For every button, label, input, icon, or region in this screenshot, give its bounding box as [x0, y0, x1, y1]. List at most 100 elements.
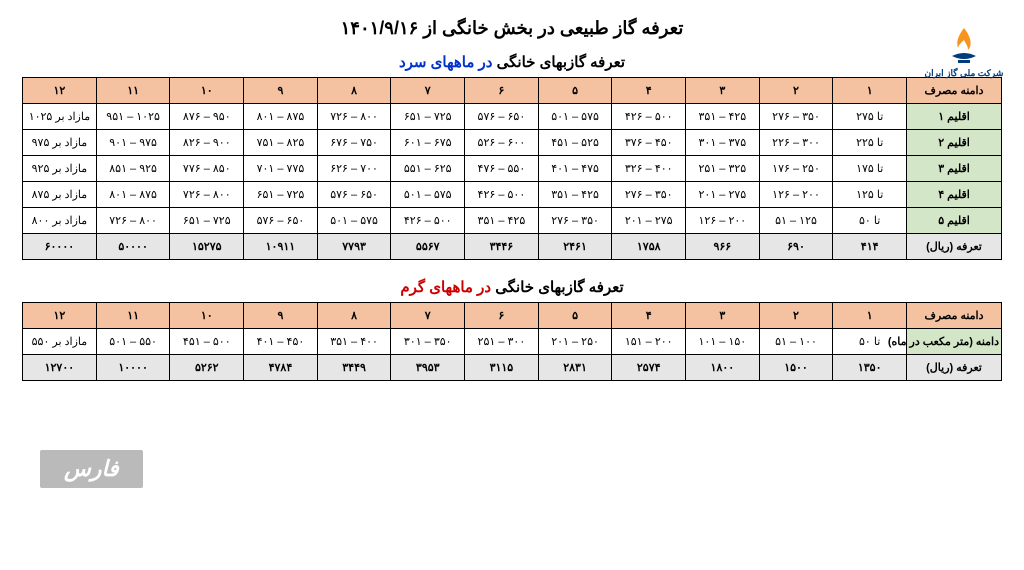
tariff-cell: ۳۹۵۳ — [391, 355, 465, 381]
tariff-cell: ۷۷۹۳ — [317, 234, 391, 260]
tariff-cell: ۱۳۵۰ — [833, 355, 907, 381]
cold-tariff-table: دامنه مصرف۱۲۳۴۵۶۷۸۹۱۰۱۱۱۲اقلیم ۱تا ۲۷۵۳۵… — [22, 77, 1002, 260]
range-cell: ۶۵۰ – ۵۷۶ — [317, 182, 391, 208]
warm-subtitle: تعرفه گازبهای خانگی در ماههای گرم — [0, 278, 1024, 296]
range-cell: ۲۷۵ – ۲۰۱ — [612, 208, 686, 234]
range-cell: مازاد بر ۵۵۰ — [23, 329, 97, 355]
main-title: تعرفه گاز طبیعی در بخش خانگی از ۱۴۰۱/۹/۱… — [0, 18, 1024, 39]
range-cell: تا ۵۰ — [833, 208, 907, 234]
warm-subtitle-prefix: تعرفه گازبهای خانگی — [495, 279, 623, 296]
range-cell: ۸۰۰ – ۷۲۶ — [96, 208, 170, 234]
range-cell: مازاد بر ۹۲۵ — [23, 156, 97, 182]
col-header: ۹ — [244, 303, 318, 329]
range-cell: ۳۵۰ – ۲۷۶ — [612, 182, 686, 208]
climate-label: اقلیم ۲ — [907, 130, 1002, 156]
range-cell: ۵۰۰ – ۴۲۶ — [391, 208, 465, 234]
col-header: ۴ — [612, 78, 686, 104]
col-header: ۳ — [686, 78, 760, 104]
col-header: ۱۱ — [96, 78, 170, 104]
range-cell: ۲۰۰ – ۱۲۶ — [686, 208, 760, 234]
col-header: ۶ — [465, 303, 539, 329]
range-cell: ۳۵۰ – ۳۰۱ — [391, 329, 465, 355]
col-header: ۷ — [391, 303, 465, 329]
range-cell: مازاد بر ۱۰۲۵ — [23, 104, 97, 130]
col-header: ۹ — [244, 78, 318, 104]
col-header: ۷ — [391, 78, 465, 104]
range-cell: ۵۰۰ – ۴۲۶ — [465, 182, 539, 208]
range-cell: تا ۱۷۵ — [833, 156, 907, 182]
range-cell: ۲۵۰ – ۲۰۱ — [538, 329, 612, 355]
col-header: ۱ — [833, 303, 907, 329]
tariff-cell: ۳۱۱۵ — [465, 355, 539, 381]
tariff-label: تعرفه (ریال) — [907, 355, 1002, 381]
climate-label: اقلیم ۱ — [907, 104, 1002, 130]
range-cell: ۷۲۵ – ۶۵۱ — [170, 208, 244, 234]
tariff-cell: ۵۵۶۷ — [391, 234, 465, 260]
range-cell: ۶۷۵ – ۶۰۱ — [391, 130, 465, 156]
col-header: ۱۱ — [96, 303, 170, 329]
cold-subtitle-suffix: در ماههای سرد — [399, 54, 493, 71]
range-cell: ۳۵۰ – ۲۷۶ — [759, 104, 833, 130]
range-cell: ۱۵۰ – ۱۰۱ — [686, 329, 760, 355]
tariff-cell: ۱۸۰۰ — [686, 355, 760, 381]
range-cell: تا ۲۲۵ — [833, 130, 907, 156]
col-header: ۱ — [833, 78, 907, 104]
range-cell: ۶۲۵ – ۵۵۱ — [391, 156, 465, 182]
company-logo: شرکت ملی گاز ایران — [924, 26, 1004, 79]
range-cell: ۱۰۲۵ – ۹۵۱ — [96, 104, 170, 130]
range-cell: ۸۷۵ – ۸۰۱ — [244, 104, 318, 130]
range-cell: ۴۵۰ – ۳۷۶ — [612, 130, 686, 156]
range-cell: ۵۵۰ – ۴۷۶ — [465, 156, 539, 182]
watermark: فارس — [40, 450, 143, 488]
col-header: ۸ — [317, 78, 391, 104]
tariff-cell: ۲۴۶۱ — [538, 234, 612, 260]
range-cell: ۴۰۰ – ۳۲۶ — [612, 156, 686, 182]
tariff-cell: ۹۶۶ — [686, 234, 760, 260]
range-cell: تا ۱۲۵ — [833, 182, 907, 208]
range-cell: ۸۲۵ – ۷۵۱ — [244, 130, 318, 156]
climate-label: اقلیم ۳ — [907, 156, 1002, 182]
range-cell: ۸۰۰ – ۷۲۶ — [170, 182, 244, 208]
range-cell: ۱۰۰ – ۵۱ — [759, 329, 833, 355]
tariff-label: تعرفه (ریال) — [907, 234, 1002, 260]
col-header: ۱۲ — [23, 303, 97, 329]
range-cell: ۵۷۵ – ۵۰۱ — [391, 182, 465, 208]
range-cell: ۲۵۰ – ۱۷۶ — [759, 156, 833, 182]
range-cell: ۳۷۵ – ۳۰۱ — [686, 130, 760, 156]
cold-subtitle-prefix: تعرفه گازبهای خانگی — [497, 54, 625, 71]
range-cell: ۹۲۵ – ۸۵۱ — [96, 156, 170, 182]
range-cell: ۳۰۰ – ۲۵۱ — [465, 329, 539, 355]
range-cell: ۹۷۵ – ۹۰۱ — [96, 130, 170, 156]
range-cell: ۴۷۵ – ۴۰۱ — [538, 156, 612, 182]
col-header: ۴ — [612, 303, 686, 329]
tariff-cell: ۱۰۰۰۰ — [96, 355, 170, 381]
tariff-cell: ۴۱۴ — [833, 234, 907, 260]
header-label: دامنه مصرف — [907, 78, 1002, 104]
col-header: ۱۰ — [170, 303, 244, 329]
range-cell: مازاد بر ۸۷۵ — [23, 182, 97, 208]
climate-label: اقلیم ۵ — [907, 208, 1002, 234]
range-cell: ۴۵۰ – ۴۰۱ — [244, 329, 318, 355]
col-header: ۲ — [759, 78, 833, 104]
tariff-cell: ۳۴۴۹ — [317, 355, 391, 381]
tariff-cell: ۵۰۰۰۰ — [96, 234, 170, 260]
tariff-cell: ۱۰۹۱۱ — [244, 234, 318, 260]
range-cell: ۶۵۰ – ۵۷۶ — [244, 208, 318, 234]
range-cell: ۲۰۰ – ۱۵۱ — [612, 329, 686, 355]
col-header: ۶ — [465, 78, 539, 104]
range-cell: ۴۰۰ – ۳۵۱ — [317, 329, 391, 355]
range-cell: ۱۲۵ – ۵۱ — [759, 208, 833, 234]
range-cell: ۶۰۰ – ۵۲۶ — [465, 130, 539, 156]
flame-icon — [944, 26, 984, 66]
cold-subtitle: تعرفه گازبهای خانگی در ماههای سرد — [0, 53, 1024, 71]
warm-subtitle-suffix: در ماههای گرم — [400, 279, 491, 296]
range-cell: ۵۰۰ – ۴۵۱ — [170, 329, 244, 355]
tariff-cell: ۲۸۳۱ — [538, 355, 612, 381]
range-cell: ۴۲۵ – ۳۵۱ — [465, 208, 539, 234]
warm-tariff-table: دامنه مصرف۱۲۳۴۵۶۷۸۹۱۰۱۱۱۲دامنه (متر مکعب… — [22, 302, 1002, 381]
range-cell: ۴۲۵ – ۳۵۱ — [538, 182, 612, 208]
tariff-cell: ۱۲۷۰۰ — [23, 355, 97, 381]
col-header: ۱۰ — [170, 78, 244, 104]
header-label: دامنه مصرف — [907, 303, 1002, 329]
tariff-cell: ۳۴۴۶ — [465, 234, 539, 260]
